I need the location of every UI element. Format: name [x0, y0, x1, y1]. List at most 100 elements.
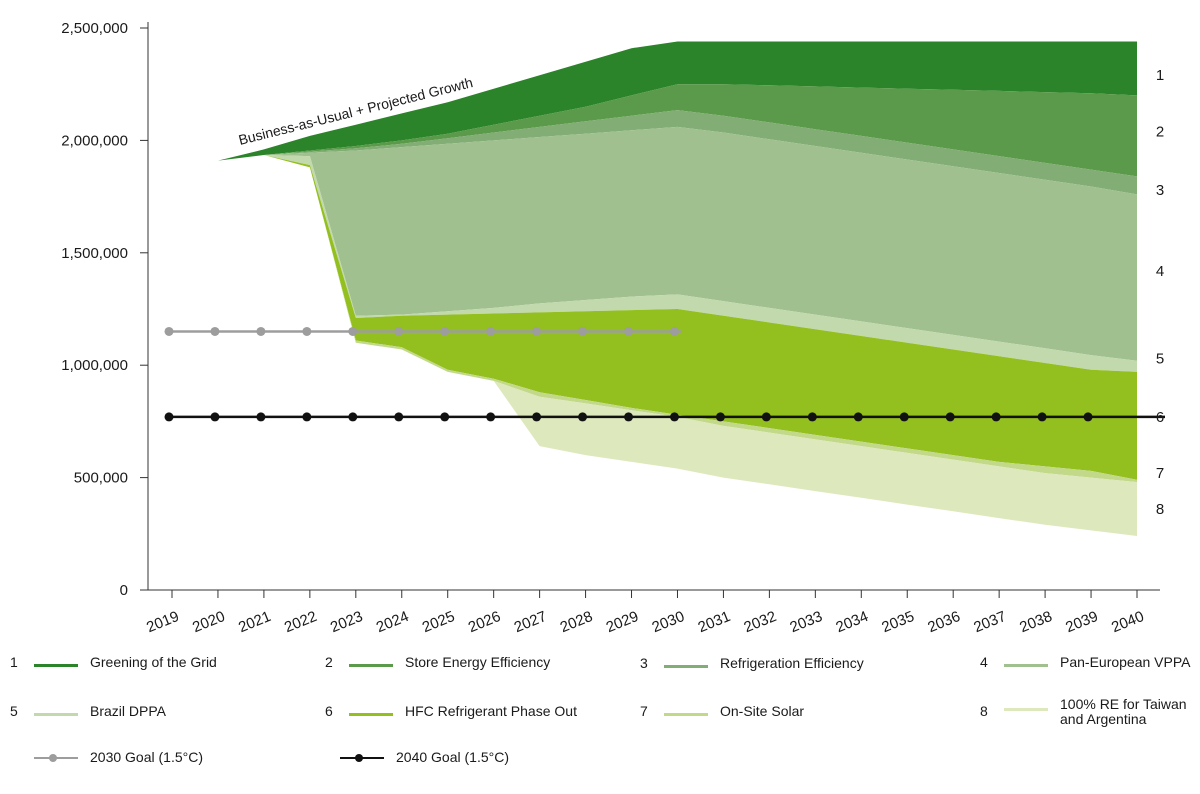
goal-point	[669, 412, 679, 422]
goal-point	[945, 412, 955, 422]
goal-point	[256, 326, 266, 336]
emissions-area-chart: 0 500,000 1,000,000 1,500,000 2,000,000 2,500…	[61, 20, 1165, 636]
x-tick-label: 2024	[374, 608, 411, 636]
area-layer-6	[172, 155, 1137, 480]
x-tick-label: 2039	[1063, 608, 1100, 636]
layer-number-8: 8	[1156, 501, 1164, 518]
x-tick-label: 2027	[512, 608, 549, 636]
goal-point	[899, 412, 909, 422]
goal-point	[578, 412, 588, 422]
goal-point	[991, 412, 1001, 422]
x-tick-label: 2037	[971, 608, 1008, 636]
goal-point	[669, 326, 679, 336]
goal-point	[164, 412, 174, 422]
goal-2040-swatch	[340, 752, 384, 764]
goal-point	[394, 326, 404, 336]
legend-swatch	[1004, 708, 1048, 711]
legend-label: Pan-European VPPA	[1060, 654, 1191, 670]
legend-item-2: 2 Store Energy Efficiency	[325, 655, 550, 670]
legend-number: 7	[640, 703, 648, 719]
legend-number: 3	[640, 655, 648, 671]
legend-label: Refrigeration Efficiency	[720, 655, 864, 671]
area-layer-8	[172, 155, 1137, 536]
legend-number: 5	[10, 703, 18, 719]
layer-number-1: 1	[1156, 67, 1164, 84]
legend-swatch	[34, 664, 78, 667]
goal-point	[210, 326, 220, 336]
area-layer-3	[172, 110, 1137, 195]
x-tick-label: 2040	[1109, 608, 1146, 636]
legend-item-6: 6 HFC Refrigerant Phase Out	[325, 704, 577, 719]
legend-label: 2030 Goal (1.5°C)	[90, 749, 203, 765]
legend-item-7: 7 On-Site Solar	[640, 704, 804, 719]
layer-number-2: 2	[1156, 123, 1164, 140]
legend-swatch	[34, 713, 78, 716]
goal-lines	[164, 326, 1165, 422]
legend-number: 1	[10, 654, 18, 670]
x-tick-label: 2038	[1017, 608, 1054, 636]
goal-point	[532, 412, 542, 422]
x-tick-label: 2023	[328, 608, 365, 636]
legend-number: 4	[980, 654, 988, 670]
legend-label: Brazil DPPA	[90, 703, 166, 719]
x-tick-label: 2035	[879, 608, 916, 636]
goal-point	[624, 412, 634, 422]
area-layer-2	[172, 84, 1137, 177]
goal-point	[210, 412, 220, 422]
y-tick-label: 2,000,000	[61, 132, 128, 149]
goal-point	[715, 412, 725, 422]
legend-swatch	[664, 713, 708, 716]
area-layer-1	[172, 41, 1137, 175]
legend-number: 2	[325, 654, 333, 670]
legend-label: 100% RE for Taiwan and Argentina	[1060, 696, 1187, 727]
legend-swatch	[349, 664, 393, 667]
legend-swatch	[664, 665, 708, 668]
legend-goal-2040: 2040 Goal (1.5°C)	[340, 750, 509, 765]
legend-number: 6	[325, 703, 333, 719]
goal-point	[486, 412, 496, 422]
goal-point	[1083, 412, 1093, 422]
goal-point	[302, 412, 312, 422]
legend-label: Greening of the Grid	[90, 654, 217, 670]
legend-item-3: 3 Refrigeration Efficiency	[640, 656, 864, 671]
layer-number-4: 4	[1156, 263, 1164, 280]
goal-point	[532, 326, 542, 336]
legend-label: On-Site Solar	[720, 703, 805, 719]
y-tick-label: 1,000,000	[61, 357, 128, 374]
x-tick-label: 2019	[144, 608, 181, 636]
goal-point	[853, 412, 863, 422]
area-layer-4	[172, 126, 1137, 361]
x-tick-label: 2022	[282, 608, 319, 636]
goal-point	[348, 326, 358, 336]
x-tick-label: 2028	[558, 608, 595, 636]
goal-point	[578, 326, 588, 336]
y-tick-label: 0	[120, 582, 128, 599]
y-tick-label: 1,500,000	[61, 245, 128, 262]
goal-point	[164, 326, 174, 336]
x-tick-label: 2029	[604, 608, 641, 636]
legend-label: HFC Refrigerant Phase Out	[405, 703, 577, 719]
y-tick-label: 500,000	[74, 470, 128, 487]
x-tick-label: 2026	[466, 608, 503, 636]
x-tick-label: 2036	[925, 608, 962, 636]
goal-point	[302, 326, 312, 336]
legend-number: 8	[980, 703, 988, 719]
legend-swatch	[1004, 664, 1048, 667]
legend-item-8: 8 100% RE for Taiwan and Argentina	[980, 697, 1200, 727]
legend-label: Store Energy Efficiency	[405, 654, 551, 670]
legend-label: 2040 Goal (1.5°C)	[396, 749, 509, 765]
goal-point	[624, 326, 634, 336]
layer-number-6: 6	[1156, 409, 1164, 426]
goal-point	[807, 412, 817, 422]
goal-point	[394, 412, 404, 422]
layer-number-labels: 1 2 3 4 5 6 7 8	[1156, 67, 1164, 518]
x-tick-label: 2021	[236, 608, 273, 636]
legend-item-4: 4 Pan-European VPPA	[980, 655, 1191, 670]
goal-point	[1037, 412, 1047, 422]
goal-point	[440, 326, 450, 336]
legend-item-1: 1 Greening of the Grid	[10, 655, 217, 670]
layer-number-5: 5	[1156, 350, 1164, 367]
x-tick-label: 2032	[742, 608, 779, 636]
goal-point	[761, 412, 771, 422]
x-tick-label: 2034	[833, 608, 870, 636]
